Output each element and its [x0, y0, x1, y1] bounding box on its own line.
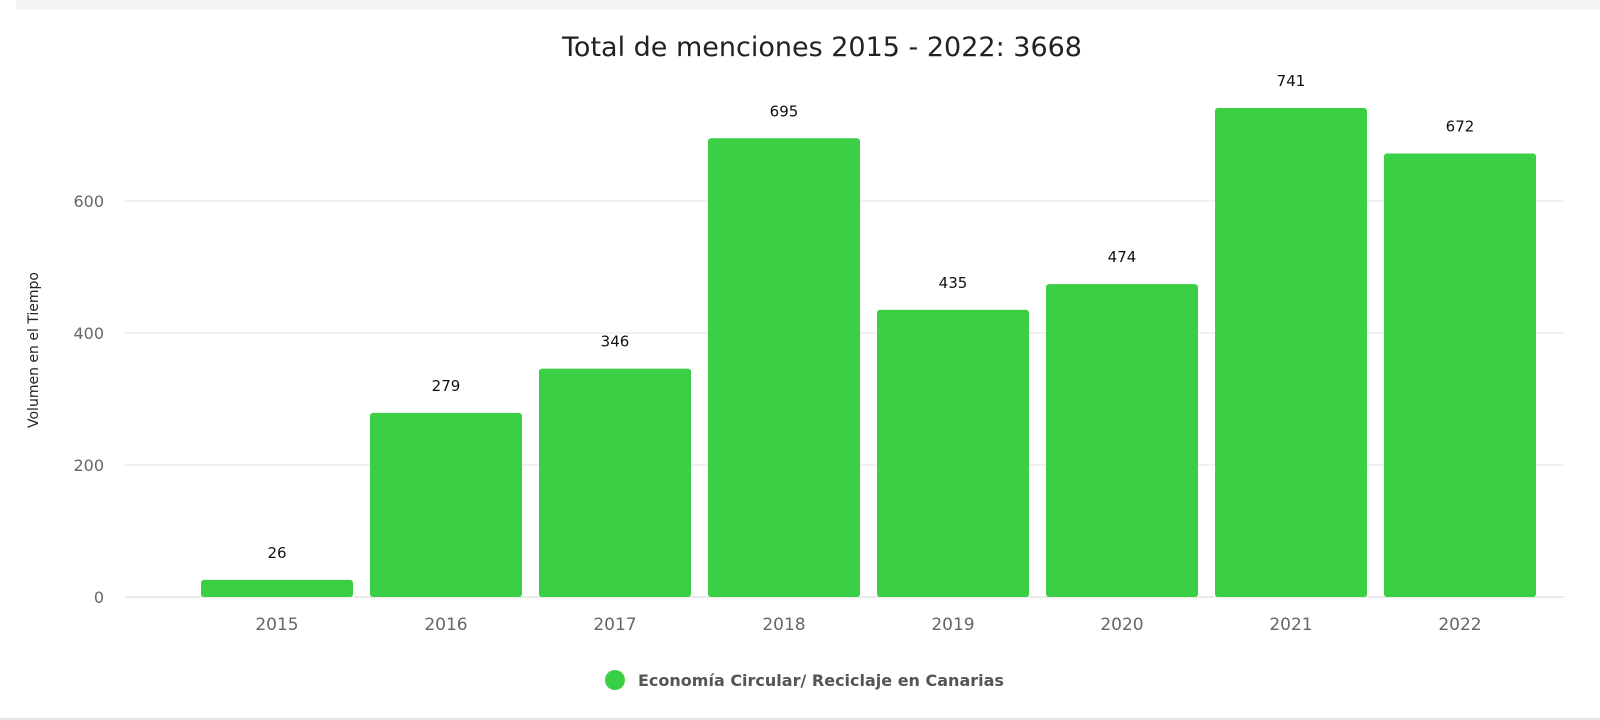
- chart-title: Total de menciones 2015 - 2022: 3668: [561, 32, 1082, 63]
- y-tick-label: 400: [73, 324, 104, 343]
- data-labels: 26 279 346 695 435 474 741 672: [267, 72, 1474, 562]
- bar-2018[interactable]: [708, 138, 860, 598]
- bars: [201, 107, 1536, 598]
- legend[interactable]: Economía Circular/ Reciclaje en Canarias: [605, 670, 1004, 690]
- data-label-2021: 741: [1277, 72, 1306, 90]
- data-label-2015: 26: [267, 544, 286, 562]
- x-tick-label-2020: 2020: [1100, 615, 1143, 635]
- data-label-2016: 279: [432, 377, 461, 395]
- data-label-2018: 695: [770, 102, 799, 120]
- top-strip: [16, 0, 1600, 10]
- legend-swatch[interactable]: [605, 670, 625, 690]
- bar-2019[interactable]: [877, 309, 1029, 597]
- data-label-2022: 672: [1446, 117, 1475, 135]
- data-label-2017: 346: [601, 333, 630, 351]
- data-label-2019: 435: [939, 274, 968, 292]
- legend-label[interactable]: Economía Circular/ Reciclaje en Canarias: [638, 671, 1004, 690]
- x-tick-label-2018: 2018: [762, 615, 805, 635]
- y-tick-label: 600: [73, 192, 104, 211]
- x-tick-label-2017: 2017: [593, 615, 636, 635]
- x-tick-label-2015: 2015: [255, 615, 298, 635]
- bar-2015[interactable]: [201, 579, 353, 597]
- bottom-border: [0, 718, 1600, 720]
- bar-2021[interactable]: [1215, 107, 1367, 597]
- x-tick-label-2019: 2019: [931, 615, 974, 635]
- bar-2022[interactable]: [1384, 153, 1536, 598]
- x-axis-ticks: 2015 2016 2017 2018 2019 2020 2021 2022: [255, 615, 1481, 635]
- bar-2017[interactable]: [539, 368, 691, 597]
- x-tick-label-2021: 2021: [1269, 615, 1312, 635]
- x-tick-label-2016: 2016: [424, 615, 467, 635]
- y-axis-ticks: 0 200 400 600: [73, 192, 104, 607]
- bar-2020[interactable]: [1046, 284, 1198, 597]
- y-tick-label: 200: [73, 456, 104, 475]
- data-label-2020: 474: [1108, 248, 1137, 266]
- y-axis-label: Volumen en el Tiempo: [26, 272, 42, 428]
- bar-2016[interactable]: [370, 412, 522, 597]
- y-tick-label: 0: [94, 588, 104, 607]
- x-tick-label-2022: 2022: [1438, 615, 1481, 635]
